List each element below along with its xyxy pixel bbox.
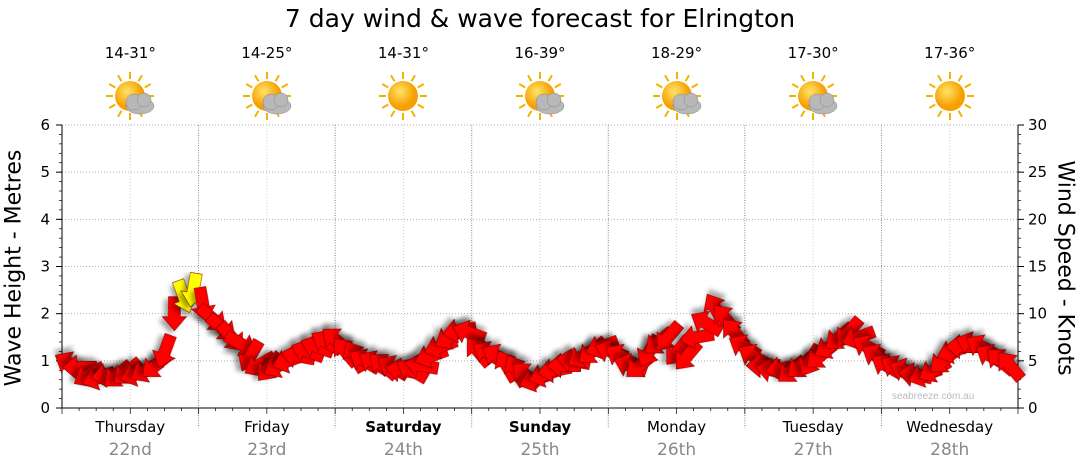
day-date: 24th	[383, 440, 423, 460]
day-temperature-range: 18-29°	[651, 44, 703, 62]
day-name: Sunday	[508, 418, 572, 436]
partly-cloudy-icon	[783, 70, 843, 126]
day-name: Thursday	[95, 418, 166, 436]
y-tick-label-right: 25	[1028, 163, 1047, 181]
day-label: Thursday 22nd	[62, 418, 198, 460]
y-tick-label-right: 30	[1028, 116, 1047, 134]
day-temperature-range: 14-25°	[241, 44, 293, 62]
wind-arrow	[998, 352, 1026, 383]
y-axis-label-right: Wind Speed - Knots	[1052, 159, 1078, 376]
day-date: 23rd	[247, 440, 287, 460]
day-temperature-range: 16-39°	[514, 44, 566, 62]
y-tick-label-left: 5	[40, 163, 50, 181]
y-tick-label-right: 10	[1028, 305, 1047, 323]
day-temperature-range: 14-31°	[377, 44, 429, 62]
y-tick-label-left: 3	[40, 258, 50, 276]
partly-cloudy-icon	[647, 70, 707, 126]
y-tick-label-right: 5	[1028, 352, 1038, 370]
day-label: Tuesday 27th	[745, 418, 881, 460]
day-date: 25th	[520, 440, 560, 460]
day-date: 27th	[793, 440, 833, 460]
y-tick-label-left: 0	[40, 399, 50, 417]
y-tick-label-left: 2	[40, 305, 50, 323]
chart-title: 7 day wind & wave forecast for Elrington	[284, 4, 796, 33]
day-temperature-range: 14-31°	[104, 44, 156, 62]
y-tick-label-left: 4	[40, 210, 50, 228]
day-label: Sunday 25th	[472, 418, 608, 460]
wind-arrow	[152, 332, 177, 368]
day-label: Wednesday 28th	[882, 418, 1018, 460]
day-label: Friday 23rd	[199, 418, 335, 460]
day-label: Monday 26th	[609, 418, 745, 460]
day-date: 28th	[930, 440, 970, 460]
day-temperature-range: 17-30°	[787, 44, 839, 62]
sunny-icon	[373, 70, 433, 126]
day-label: Saturday 24th	[335, 418, 471, 460]
wind-arrow	[404, 352, 440, 378]
day-date: 22nd	[108, 440, 152, 460]
y-tick-label-right: 20	[1028, 210, 1047, 228]
partly-cloudy-icon	[510, 70, 570, 126]
y-axis-label-left: Wave Height - Metres	[1, 149, 27, 386]
wind-arrow	[656, 319, 685, 351]
day-name: Saturday	[365, 418, 442, 436]
y-tick-label-right: 15	[1028, 258, 1047, 276]
day-temperature-range: 17-36°	[924, 44, 976, 62]
sunny-icon	[920, 70, 980, 126]
y-tick-label-right: 0	[1028, 399, 1038, 417]
partly-cloudy-icon	[100, 70, 160, 126]
day-date: 26th	[657, 440, 697, 460]
day-name: Friday	[244, 418, 290, 436]
watermark: seabreeze.com.au	[892, 391, 975, 402]
y-tick-label-left: 1	[40, 352, 50, 370]
day-name: Wednesday	[906, 418, 994, 436]
partly-cloudy-icon	[237, 70, 297, 126]
wind-arrow	[452, 319, 488, 345]
y-tick-label-left: 6	[40, 116, 50, 134]
day-name: Tuesday	[782, 418, 844, 436]
day-name: Monday	[646, 418, 707, 436]
